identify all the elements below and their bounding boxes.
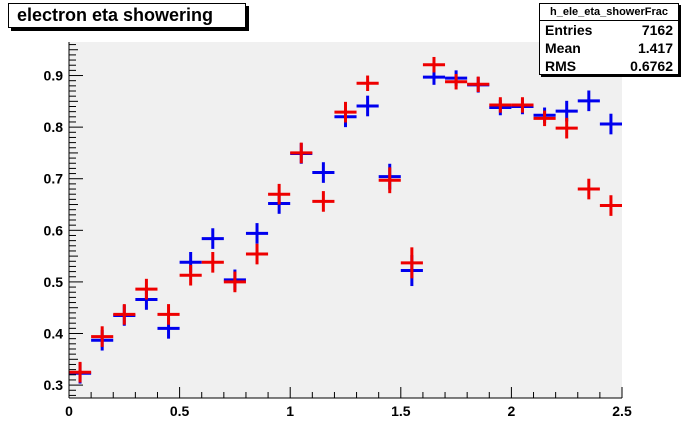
data-point — [400, 247, 423, 279]
data-marks — [69, 56, 622, 384]
stats-value: 1.417 — [637, 40, 673, 56]
x-tick-label: 0.5 — [170, 403, 190, 419]
data-point — [245, 223, 269, 244]
x-tick-label: 0 — [65, 403, 73, 419]
title-box: electron eta showering — [8, 3, 246, 28]
stats-value: 0.6762 — [630, 58, 673, 74]
data-point — [201, 228, 224, 249]
y-tick-label: 0.7 — [44, 171, 64, 187]
data-point — [135, 278, 158, 300]
data-point — [69, 361, 92, 383]
data-point — [113, 304, 136, 325]
stats-row-rms: RMS 0.6762 — [540, 57, 678, 75]
stats-label: RMS — [545, 58, 577, 74]
data-point — [489, 97, 512, 113]
data-point — [312, 191, 335, 212]
x-tick-label: 1 — [286, 403, 294, 419]
y-tick-label: 0.3 — [44, 377, 64, 393]
data-point — [467, 76, 490, 93]
data-point — [179, 264, 202, 286]
y-tick-label: 0.5 — [44, 274, 64, 290]
data-point — [445, 73, 468, 90]
x-tick-label: 2 — [508, 403, 516, 419]
axis-ticks: 0 0.5 1 1.5 2 2.5 0.3 0.4 0.5 0.6 0.7 0.8 0.9 — [44, 44, 632, 419]
stats-histogram-name: h_ele_eta_showerFrac — [540, 4, 678, 21]
data-point — [378, 167, 401, 194]
y-tick-label: 0.8 — [44, 119, 64, 135]
data-point — [91, 326, 114, 347]
series-red — [69, 56, 622, 383]
data-point — [555, 117, 578, 139]
plot-frame — [69, 42, 622, 398]
data-point — [201, 251, 224, 273]
stats-box: h_ele_eta_showerFrac Entries 7162 Mean 1… — [539, 3, 679, 75]
y-tick-label: 0.9 — [44, 68, 64, 84]
data-point — [356, 95, 379, 117]
y-tick-label: 0.4 — [44, 326, 64, 342]
data-point — [290, 142, 313, 164]
stats-label: Entries — [545, 22, 593, 38]
data-point — [268, 183, 291, 205]
data-point — [356, 75, 379, 92]
data-point — [223, 271, 246, 293]
data-point — [157, 304, 180, 325]
data-point — [334, 101, 357, 123]
chart-title: electron eta showering — [17, 5, 214, 25]
x-tick-label: 1.5 — [391, 403, 411, 419]
data-point — [577, 90, 600, 112]
data-point — [511, 97, 534, 113]
stats-row-mean: Mean 1.417 — [540, 39, 678, 57]
data-point — [422, 56, 446, 73]
data-point — [245, 243, 269, 265]
data-point — [577, 178, 600, 200]
data-point — [533, 110, 556, 127]
stats-row-entries: Entries 7162 — [540, 21, 678, 39]
data-point — [599, 195, 622, 216]
stats-value: 7162 — [641, 22, 673, 38]
x-tick-label: 2.5 — [612, 403, 632, 419]
y-tick-label: 0.6 — [44, 222, 64, 238]
data-point — [312, 162, 335, 183]
stats-label: Mean — [545, 40, 581, 56]
data-point — [599, 113, 622, 135]
